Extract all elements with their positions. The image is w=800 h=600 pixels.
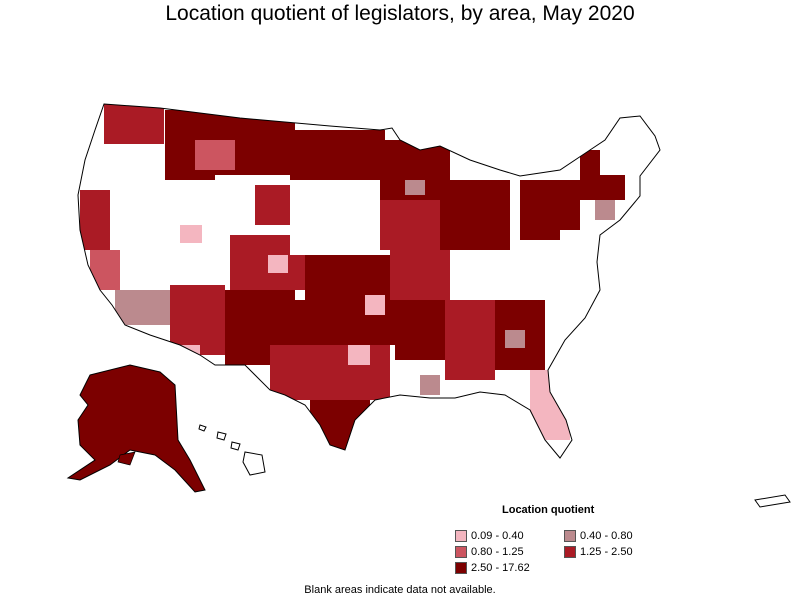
legend-label-0: 0.09 - 0.40 xyxy=(471,530,524,542)
legend-title: Location quotient xyxy=(502,504,595,516)
puerto-rico xyxy=(754,494,791,508)
alaska xyxy=(66,364,206,493)
legend-label-2: 0.80 - 1.25 xyxy=(471,546,524,558)
legend-item-2: 0.80 - 1.25 xyxy=(455,546,524,558)
hawaii xyxy=(198,424,266,476)
legend-item-4: 2.50 - 17.62 xyxy=(455,562,530,574)
legend-label-4: 2.50 - 17.62 xyxy=(471,562,530,574)
legend-swatch-1 xyxy=(564,530,576,542)
map-title: Location quotient of legislators, by are… xyxy=(165,2,635,25)
legend-swatch-4 xyxy=(455,562,467,574)
legend-item-0: 0.09 - 0.40 xyxy=(455,530,524,542)
legend-item-3: 1.25 - 2.50 xyxy=(564,546,633,558)
legend-swatch-2 xyxy=(455,546,467,558)
legend-item-1: 0.40 - 0.80 xyxy=(564,530,633,542)
legend-label-3: 1.25 - 2.50 xyxy=(580,546,633,558)
legend-label-1: 0.40 - 0.80 xyxy=(580,530,633,542)
legend-swatch-0 xyxy=(455,530,467,542)
legend-swatch-3 xyxy=(564,546,576,558)
footnote: Blank areas indicate data not available. xyxy=(304,584,496,596)
